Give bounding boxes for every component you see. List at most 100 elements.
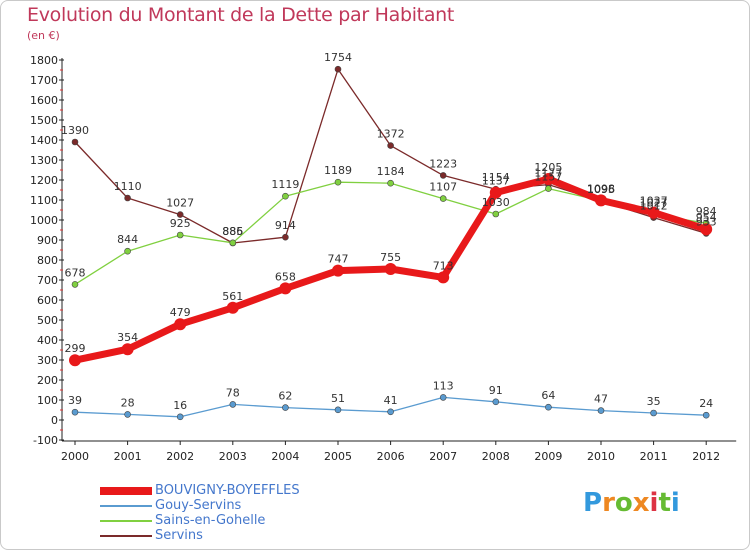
data-point-servins bbox=[71, 138, 79, 146]
data-point-bouvigny-boyeffles bbox=[121, 343, 134, 356]
logo-letter: t bbox=[658, 488, 671, 518]
data-label-sains-en-gohelle: 1184 bbox=[377, 165, 405, 178]
chart-title: Evolution du Montant de la Dette par Hab… bbox=[27, 4, 455, 26]
y-tick-label: 1800 bbox=[30, 54, 58, 67]
data-point-gouy-servins bbox=[597, 407, 605, 414]
data-point-gouy-servins bbox=[334, 406, 342, 414]
data-label-gouy-servins: 24 bbox=[699, 397, 713, 410]
data-label-bouvigny-boyeffles: 1037 bbox=[640, 195, 668, 208]
y-tick-label: 1200 bbox=[30, 174, 58, 187]
data-point-gouy-servins bbox=[71, 408, 79, 416]
x-tick-label: 2009 bbox=[534, 450, 562, 463]
data-label-servins: 1390 bbox=[61, 124, 89, 137]
data-label-gouy-servins: 91 bbox=[489, 384, 503, 397]
data-label-sains-en-gohelle: 678 bbox=[65, 266, 86, 279]
data-label-gouy-servins: 113 bbox=[433, 379, 454, 392]
logo-letter: r bbox=[602, 488, 615, 518]
data-point-sains-en-gohelle bbox=[176, 231, 184, 239]
data-point-bouvigny-boyeffles bbox=[489, 186, 502, 199]
y-tick-label: 1300 bbox=[30, 154, 58, 167]
data-label-gouy-servins: 62 bbox=[278, 390, 292, 403]
x-tick-label: 2001 bbox=[114, 450, 142, 463]
data-point-servins bbox=[439, 172, 447, 179]
legend-label-bouvigny: BOUVIGNY-BOYEFFLES bbox=[155, 483, 300, 498]
series-layer bbox=[69, 65, 713, 421]
x-tick-label: 2002 bbox=[166, 450, 194, 463]
data-label-gouy-servins: 51 bbox=[331, 392, 345, 405]
data-point-sains-en-gohelle bbox=[492, 210, 500, 218]
data-label-gouy-servins: 41 bbox=[384, 394, 398, 407]
x-tick-label: 2005 bbox=[324, 450, 352, 463]
y-tick-label: 1100 bbox=[30, 194, 58, 207]
y-tick-label: 1400 bbox=[30, 134, 58, 147]
logo-letter: o bbox=[614, 488, 633, 518]
y-tick-label: 900 bbox=[37, 234, 58, 247]
data-point-bouvigny-boyeffles bbox=[332, 264, 344, 277]
data-label-sains-en-gohelle: 1189 bbox=[324, 164, 352, 177]
data-label-sains-en-gohelle: 1107 bbox=[429, 181, 457, 194]
legend-label-servins: Servins bbox=[155, 528, 203, 543]
data-point-gouy-servins bbox=[229, 401, 237, 408]
y-tick-label: 800 bbox=[37, 254, 58, 267]
data-label-sains-en-gohelle: 1157 bbox=[534, 171, 562, 184]
legend-item-bouvigny: BOUVIGNY-BOYEFFLES bbox=[100, 483, 400, 499]
data-point-sains-en-gohelle bbox=[387, 179, 394, 187]
data-point-sains-en-gohelle bbox=[282, 192, 289, 200]
legend-swatch-bouvigny bbox=[100, 487, 152, 495]
data-point-bouvigny-boyeffles bbox=[595, 194, 607, 207]
data-point-gouy-servins bbox=[282, 404, 289, 411]
x-tick-label: 2004 bbox=[271, 450, 299, 463]
data-point-sains-en-gohelle bbox=[334, 178, 342, 186]
data-point-sains-en-gohelle bbox=[229, 239, 237, 247]
legend-label-sains: Sains-en-Gohelle bbox=[155, 513, 266, 528]
data-label-bouvigny-boyeffles: 1098 bbox=[587, 182, 615, 195]
data-point-bouvigny-boyeffles bbox=[279, 282, 292, 295]
data-point-gouy-servins bbox=[702, 411, 710, 419]
data-point-sains-en-gohelle bbox=[439, 195, 447, 202]
data-label-bouvigny-boyeffles: 755 bbox=[380, 251, 401, 264]
logo-letter: P bbox=[583, 488, 603, 518]
data-point-sains-en-gohelle bbox=[124, 247, 131, 255]
data-point-bouvigny-boyeffles bbox=[437, 271, 450, 284]
data-point-bouvigny-boyeffles bbox=[384, 263, 397, 275]
y-tick-label: 600 bbox=[37, 294, 58, 307]
legend-swatch-gouy bbox=[100, 505, 152, 507]
data-label-bouvigny-boyeffles: 1137 bbox=[482, 175, 510, 188]
data-point-gouy-servins bbox=[439, 394, 447, 401]
data-labels: 1390 1110 1027 885 914 1754 1372 1223 1154 1177 10… bbox=[61, 51, 717, 412]
data-point-bouvigny-boyeffles bbox=[647, 206, 660, 219]
data-label-servins: 933 bbox=[696, 215, 717, 228]
data-label-sains-en-gohelle: 1119 bbox=[271, 178, 299, 191]
data-label-sains-en-gohelle: 844 bbox=[117, 233, 138, 246]
logo-letter: i bbox=[649, 488, 659, 518]
legend-swatch-servins bbox=[100, 535, 152, 537]
data-label-gouy-servins: 47 bbox=[594, 393, 608, 406]
data-label-gouy-servins: 35 bbox=[647, 395, 661, 408]
x-tick-label: 2003 bbox=[219, 450, 247, 463]
y-tick-label: 1700 bbox=[30, 74, 58, 87]
data-label-bouvigny-boyeffles: 354 bbox=[117, 331, 138, 344]
y-tick-label: 700 bbox=[37, 274, 58, 287]
data-point-servins bbox=[124, 194, 131, 202]
data-label-bouvigny-boyeffles: 1205 bbox=[534, 161, 562, 174]
y-tick-label: 1600 bbox=[30, 94, 58, 107]
legend: BOUVIGNY-BOYEFFLES Gouy-Servins Sains-en… bbox=[100, 483, 400, 544]
legend-item-servins: Servins bbox=[100, 528, 400, 544]
x-tick-label: 2008 bbox=[482, 450, 510, 463]
y-tick-label: 1000 bbox=[30, 214, 58, 227]
data-label-sains-en-gohelle: 1030 bbox=[482, 196, 510, 209]
data-label-servins: 1154 bbox=[482, 171, 510, 184]
data-label-bouvigny-boyeffles: 954 bbox=[696, 211, 717, 224]
data-point-gouy-servins bbox=[545, 403, 552, 411]
data-point-bouvigny-boyeffles bbox=[226, 301, 239, 314]
x-tick-label: 2007 bbox=[429, 450, 457, 463]
data-label-bouvigny-boyeffles: 658 bbox=[275, 270, 296, 283]
data-label-bouvigny-boyeffles: 299 bbox=[65, 342, 86, 355]
data-label-bouvigny-boyeffles: 561 bbox=[222, 290, 243, 303]
data-point-sains-en-gohelle bbox=[545, 185, 552, 192]
y-tick-label: 400 bbox=[37, 334, 58, 347]
data-point-servins bbox=[176, 211, 184, 218]
data-label-servins: 1372 bbox=[377, 128, 405, 141]
data-label-sains-en-gohelle: 925 bbox=[170, 217, 191, 230]
